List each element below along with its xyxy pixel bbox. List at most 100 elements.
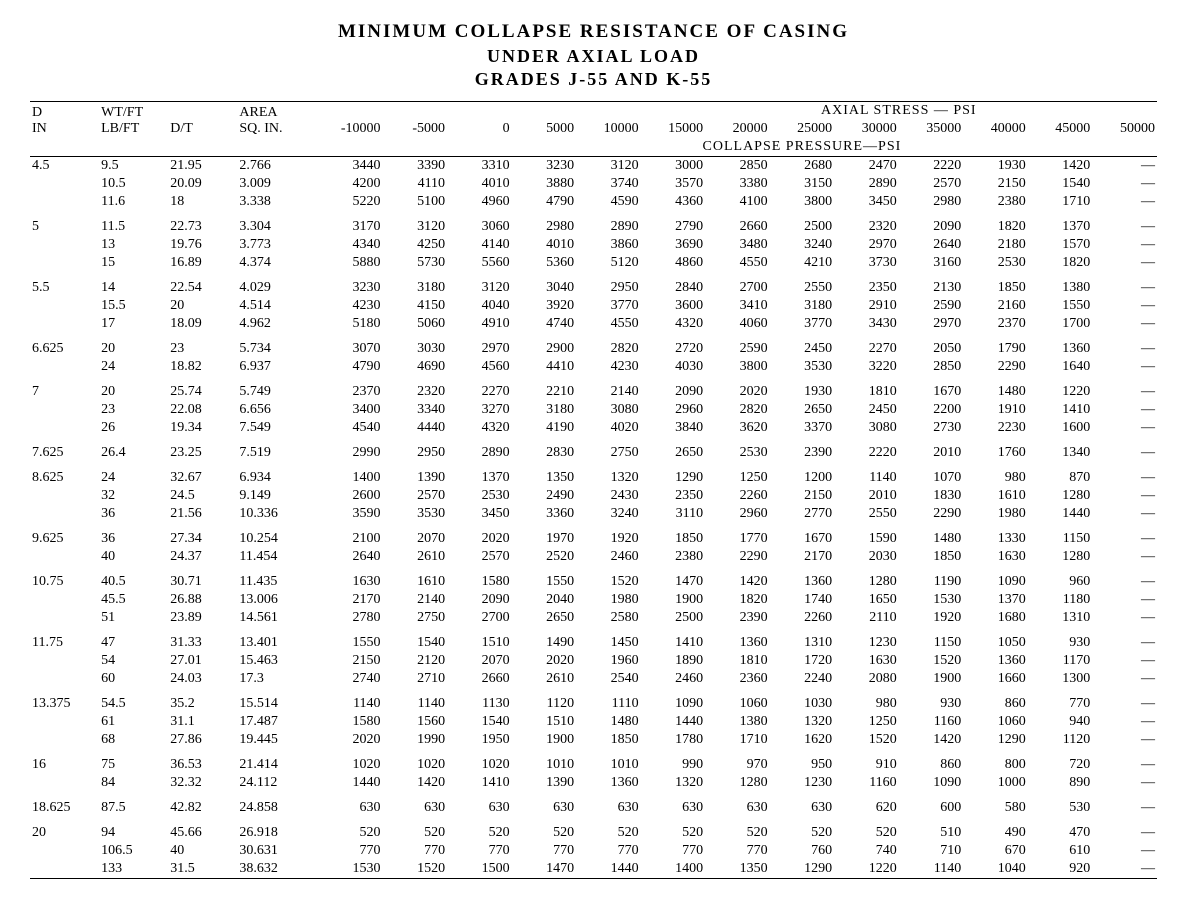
- cell-value: 4320: [447, 419, 512, 437]
- cell-value: 4590: [576, 193, 641, 211]
- cell-value: 1310: [770, 634, 835, 652]
- cell-value: 1360: [963, 652, 1028, 670]
- cell-value: 4250: [383, 236, 448, 254]
- cell-value: 630: [447, 799, 512, 817]
- cell-value: 1340: [1028, 444, 1093, 462]
- cell-value: 3740: [576, 175, 641, 193]
- cell-value: 630: [512, 799, 577, 817]
- cell-value: 4100: [705, 193, 770, 211]
- cell-value: 2380: [641, 548, 706, 566]
- cell-value: 1420: [705, 573, 770, 591]
- cell-d: 6.625: [30, 340, 99, 358]
- cell-area: 21.414: [237, 756, 318, 774]
- cell-dt: 22.54: [168, 279, 237, 297]
- cell-d: 16: [30, 756, 99, 774]
- cell-value: 1400: [641, 860, 706, 879]
- cell-value: 5360: [512, 254, 577, 272]
- hdr-dt-top: D/T: [170, 121, 193, 136]
- cell-value: 1600: [1028, 419, 1093, 437]
- cell-wt: 75: [99, 756, 168, 774]
- cell-value: 1610: [383, 573, 448, 591]
- cell-value: 4360: [641, 193, 706, 211]
- cell-dt: 45.66: [168, 824, 237, 842]
- cell-value: 1890: [641, 652, 706, 670]
- cell-value: 1280: [705, 774, 770, 792]
- cell-value: 520: [318, 824, 383, 842]
- cell-value: 2590: [899, 297, 964, 315]
- cell-value: 2010: [899, 444, 964, 462]
- cell-value: 2200: [899, 401, 964, 419]
- cell-dt: 21.95: [168, 157, 237, 176]
- cell-value: —: [1092, 652, 1157, 670]
- cell-value: —: [1092, 573, 1157, 591]
- stress-col-hdr: 35000: [899, 120, 964, 138]
- cell-value: 1360: [1028, 340, 1093, 358]
- cell-dt: 35.2: [168, 695, 237, 713]
- cell-value: 2850: [899, 358, 964, 376]
- cell-value: 940: [1028, 713, 1093, 731]
- cell-value: 580: [963, 799, 1028, 817]
- cell-value: 1320: [641, 774, 706, 792]
- cell-value: 2270: [447, 383, 512, 401]
- cell-area: 5.749: [237, 383, 318, 401]
- cell-value: 1330: [963, 530, 1028, 548]
- cell-area: 26.918: [237, 824, 318, 842]
- table-row: 511.522.733.3043170312030602980289027902…: [30, 218, 1157, 236]
- table-row: 3224.59.14926002570253024902430235022602…: [30, 487, 1157, 505]
- cell-value: 4060: [705, 315, 770, 333]
- cell-d: [30, 774, 99, 792]
- cell-value: 1720: [770, 652, 835, 670]
- collapse-pressure-header: COLLAPSE PRESSURE—PSI: [641, 138, 964, 157]
- cell-dt: 31.5: [168, 860, 237, 879]
- cell-value: 2970: [899, 315, 964, 333]
- cell-value: 2240: [770, 670, 835, 688]
- cell-area: 24.112: [237, 774, 318, 792]
- cell-value: 860: [899, 756, 964, 774]
- cell-value: 2910: [834, 297, 899, 315]
- cell-value: 1520: [576, 573, 641, 591]
- cell-value: 1390: [512, 774, 577, 792]
- cell-value: 630: [641, 799, 706, 817]
- cell-value: 4110: [383, 175, 448, 193]
- cell-value: 2890: [834, 175, 899, 193]
- cell-value: 2740: [318, 670, 383, 688]
- cell-value: 4550: [576, 315, 641, 333]
- table-row: 10.520.093.00942004110401038803740357033…: [30, 175, 1157, 193]
- cell-value: 2610: [383, 548, 448, 566]
- cell-value: 1830: [899, 487, 964, 505]
- cell-d: [30, 860, 99, 879]
- cell-dt: 31.33: [168, 634, 237, 652]
- cell-wt: 14: [99, 279, 168, 297]
- cell-value: 1150: [899, 634, 964, 652]
- cell-value: 1130: [447, 695, 512, 713]
- cell-value: 1520: [834, 731, 899, 749]
- cell-value: 1580: [447, 573, 512, 591]
- cell-value: 2570: [447, 548, 512, 566]
- cell-value: 1450: [576, 634, 641, 652]
- cell-value: 990: [641, 756, 706, 774]
- cell-value: 3860: [576, 236, 641, 254]
- cell-dt: 20.09: [168, 175, 237, 193]
- cell-value: 5120: [576, 254, 641, 272]
- table-row: 13331.538.632153015201500147014401400135…: [30, 860, 1157, 879]
- cell-value: 2390: [705, 609, 770, 627]
- cell-d: [30, 842, 99, 860]
- stress-col-hdr: 25000: [770, 120, 835, 138]
- cell-value: 1630: [318, 573, 383, 591]
- cell-value: —: [1092, 236, 1157, 254]
- cell-value: 2080: [834, 670, 899, 688]
- cell-dt: 25.74: [168, 383, 237, 401]
- cell-value: —: [1092, 175, 1157, 193]
- cell-value: 3360: [512, 505, 577, 523]
- cell-value: 2790: [641, 218, 706, 236]
- cell-value: 2680: [770, 157, 835, 176]
- cell-value: 1380: [1028, 279, 1093, 297]
- cell-value: 2380: [963, 193, 1028, 211]
- cell-area: 5.734: [237, 340, 318, 358]
- collapse-table: D IN WT/FT LB/FT D/T AREA SQ. IN. AXIAL …: [30, 101, 1157, 881]
- cell-value: 1110: [576, 695, 641, 713]
- cell-value: 2850: [705, 157, 770, 176]
- cell-value: 4010: [512, 236, 577, 254]
- cell-value: —: [1092, 634, 1157, 652]
- cell-value: 470: [1028, 824, 1093, 842]
